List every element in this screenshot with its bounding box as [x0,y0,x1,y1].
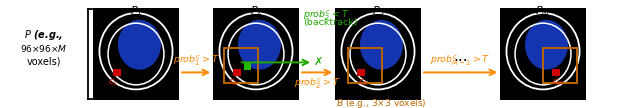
Text: $c_1$: $c_1$ [108,77,118,88]
Bar [357,69,365,76]
Bar [224,48,259,83]
Bar [213,8,299,100]
Text: $96{\times}96{\times}M$: $96{\times}96{\times}M$ [20,43,68,53]
Text: voxels): voxels) [27,56,61,66]
Bar [552,69,560,76]
Ellipse shape [238,20,281,70]
Text: $P$ (e.g.,: $P$ (e.g., [24,28,63,42]
Text: $prob_2^c < T$: $prob_2^c < T$ [303,8,349,23]
Bar [335,8,421,100]
Bar [244,63,251,70]
Bar [500,8,586,100]
Bar [348,48,382,83]
Text: ...: ... [453,49,468,64]
Text: $B$ (e.g., $3{\times}3$ voxels): $B$ (e.g., $3{\times}3$ voxels) [336,97,426,108]
Text: $P_2$: $P_2$ [250,4,262,18]
Text: ✗: ✗ [314,57,323,67]
Text: $P_1$: $P_1$ [129,4,143,18]
Ellipse shape [118,20,161,70]
Text: $P_3$: $P_3$ [372,4,385,18]
Text: $P_M$: $P_M$ [536,4,550,18]
Text: $prob_1^c > T$: $prob_1^c > T$ [173,54,220,68]
Bar [543,48,577,83]
Text: (backtrack): (backtrack) [303,18,358,27]
Ellipse shape [360,20,403,70]
Bar [113,69,121,76]
Ellipse shape [525,20,568,70]
Text: $prob_2^c > T$: $prob_2^c > T$ [294,76,340,91]
Bar [93,8,179,100]
Text: $c_M$: $c_M$ [552,77,564,88]
Text: $c_2$: $c_2$ [228,77,238,88]
Text: $prob_{M-1}^c > T$: $prob_{M-1}^c > T$ [430,54,491,68]
Text: $c_3$: $c_3$ [358,77,368,88]
Bar [233,69,241,76]
